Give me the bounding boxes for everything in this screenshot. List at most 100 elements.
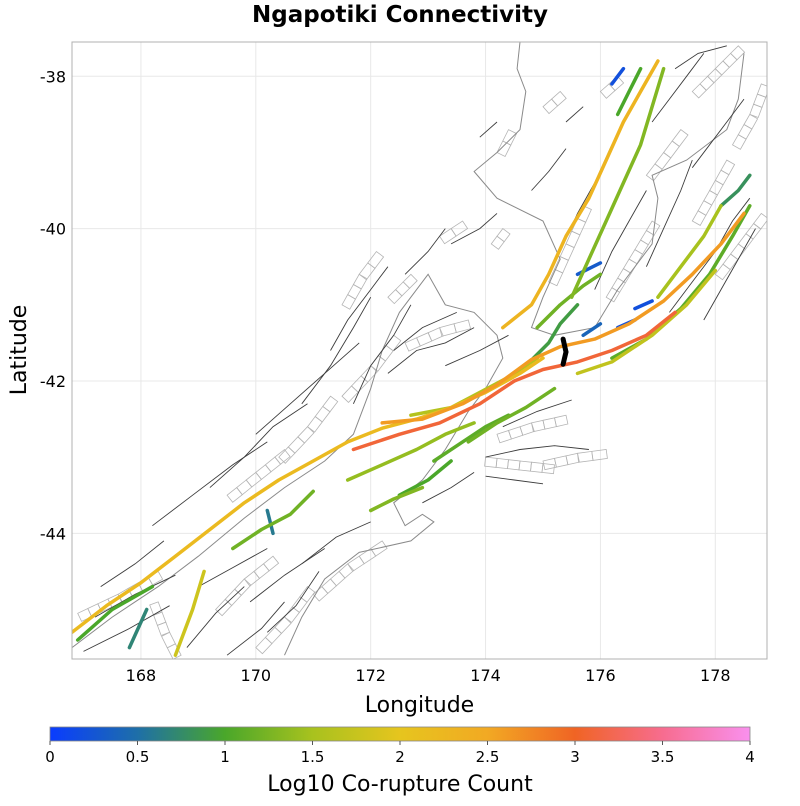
fault-box	[496, 228, 511, 243]
fault-trace	[531, 148, 567, 191]
y-axis-title: Latitude	[7, 305, 32, 396]
fault-box	[554, 414, 569, 428]
x-tick-label: 172	[355, 666, 386, 685]
y-tick-label: -38	[40, 67, 66, 86]
fault-box	[367, 250, 385, 269]
rupture-fault	[656, 204, 723, 299]
fault-trace	[645, 159, 693, 267]
rupture-fault	[615, 66, 643, 117]
fault-box	[299, 586, 316, 603]
fault-trace	[485, 445, 589, 458]
rupture-fault	[345, 421, 476, 482]
chart-title: Ngapotiki Connectivity	[252, 2, 548, 28]
colorbar-tick-label: 0.5	[126, 748, 150, 766]
coastline	[473, 42, 745, 336]
fault-box	[756, 83, 767, 98]
fault-trace	[594, 190, 647, 290]
fault-trace	[479, 121, 498, 138]
fault-trace	[651, 53, 705, 123]
fault-box	[720, 159, 736, 176]
source-fault	[560, 336, 569, 367]
x-tick-label: 178	[700, 666, 731, 685]
x-tick-label: 176	[585, 666, 616, 685]
fault-trace	[485, 475, 544, 485]
rupture-fault	[397, 459, 453, 497]
colorbar-ticks: 0 0.5 1 1.5 2 2.5 3 3.5 4	[45, 741, 755, 766]
fault-box	[730, 45, 746, 61]
rupture-fault	[575, 268, 718, 376]
fault-box	[262, 555, 280, 572]
plot-area	[72, 42, 767, 659]
fault-trace	[502, 399, 572, 428]
fault-box-group	[278, 395, 339, 464]
fault-box-group	[691, 45, 746, 99]
fault-trace	[703, 228, 756, 321]
fault-trace	[565, 106, 584, 123]
fault-box-group	[215, 555, 280, 617]
fault-box-group	[341, 250, 385, 310]
y-tick-label: -42	[40, 372, 66, 391]
fault-trace	[83, 605, 170, 652]
fault-trace	[198, 548, 268, 587]
fault-box-group	[490, 228, 511, 250]
axis-ticks: 168 170 172 174 176 178 -38 -40 -42 -44	[40, 67, 731, 685]
fault-trace	[445, 334, 509, 367]
fault-box	[370, 540, 388, 557]
rupture-fault	[719, 173, 752, 208]
rupture-fault	[524, 303, 580, 368]
rupture-fault	[633, 299, 654, 311]
fault-trace	[404, 228, 446, 275]
fault-box	[453, 319, 472, 333]
colorbar-tick-label: 4	[745, 748, 755, 766]
fault-trace	[249, 548, 325, 603]
fault-trace	[330, 266, 389, 351]
fault-box	[743, 113, 759, 130]
fault-trace	[301, 296, 372, 405]
fault-box-group	[255, 586, 316, 655]
colorbar-tick-label: 3	[570, 748, 580, 766]
fault-trace	[422, 472, 475, 504]
fault-box	[297, 426, 315, 444]
fault-box	[156, 621, 171, 637]
x-tick-label: 170	[241, 666, 272, 685]
rupture-fault	[231, 489, 315, 551]
fault-trace	[266, 571, 320, 633]
x-tick-label: 168	[126, 666, 157, 685]
fault-trace	[393, 311, 457, 351]
rupture-fault	[610, 66, 626, 86]
fault-box-group	[496, 414, 569, 444]
fault-trace	[450, 213, 498, 245]
colorbar	[49, 726, 751, 742]
fault-box	[551, 90, 567, 107]
rupture-fault	[368, 485, 425, 513]
fault-box-group	[691, 159, 736, 226]
coastline	[72, 273, 504, 656]
fault-box	[591, 449, 608, 461]
colorbar-tick-label: 0	[45, 748, 55, 766]
colorbar-tick-label: 2	[395, 748, 405, 766]
fault-box-group	[439, 220, 469, 245]
rupture-fault	[466, 386, 557, 444]
fault-box	[402, 273, 418, 289]
fault-trace	[100, 540, 165, 587]
colorbar-tick-label: 1	[220, 748, 230, 766]
rupture-fault	[127, 607, 149, 650]
fault-box-group	[404, 319, 472, 352]
rupture-fault	[501, 59, 660, 330]
fault-box	[753, 212, 767, 230]
fault-trace	[186, 586, 245, 648]
fault-trace	[255, 342, 360, 435]
fault-box	[322, 395, 339, 413]
fault-box-group	[731, 83, 767, 150]
colorbar-title: Log10 Co-rupture Count	[267, 772, 533, 797]
rupture-fault	[569, 66, 666, 299]
fault-box-group	[542, 449, 608, 471]
colorbar-tick-label: 3.5	[651, 748, 675, 766]
colorbar-tick-label: 1.5	[301, 748, 325, 766]
fault-trace	[94, 574, 176, 618]
fault-box-group	[484, 456, 555, 475]
colorbar-tick-label: 2.5	[476, 748, 500, 766]
fault-trace	[209, 403, 308, 488]
fault-trace	[674, 45, 727, 70]
